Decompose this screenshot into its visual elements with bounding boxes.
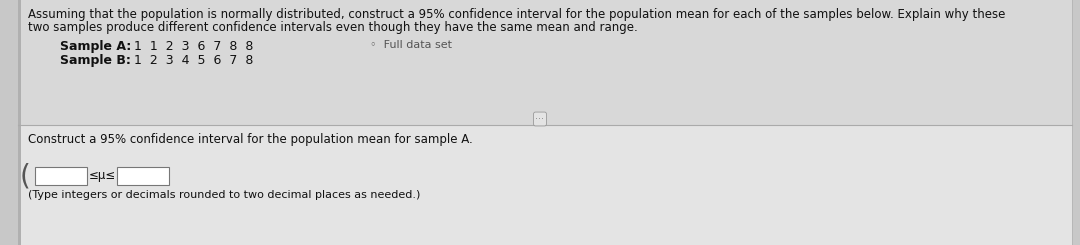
Bar: [18, 0, 21, 245]
Text: ◦  Full data set: ◦ Full data set: [370, 40, 453, 50]
Text: (Type integers or decimals rounded to two decimal places as needed.): (Type integers or decimals rounded to tw…: [28, 190, 420, 200]
Bar: [18, 0, 1072, 125]
Text: 1  1  2  3  6  7  8  8: 1 1 2 3 6 7 8 8: [130, 40, 254, 53]
Text: ≤μ≤: ≤μ≤: [89, 170, 117, 183]
Text: Sample B:: Sample B:: [60, 54, 131, 67]
Text: (: (: [21, 162, 30, 190]
Text: 1  2  3  4  5  6  7  8: 1 2 3 4 5 6 7 8: [130, 54, 254, 67]
Bar: [35, 167, 87, 185]
Text: ···: ···: [536, 114, 544, 124]
Bar: [18, 0, 1072, 125]
Text: Construct a 95% confidence interval for the population mean for sample A.: Construct a 95% confidence interval for …: [28, 133, 473, 146]
Text: Assuming that the population is normally distributed, construct a 95% confidence: Assuming that the population is normally…: [28, 8, 1005, 21]
Text: Sample A:: Sample A:: [60, 40, 132, 53]
Text: two samples produce different confidence intervals even though they have the sam: two samples produce different confidence…: [28, 21, 638, 34]
Bar: [117, 167, 168, 185]
